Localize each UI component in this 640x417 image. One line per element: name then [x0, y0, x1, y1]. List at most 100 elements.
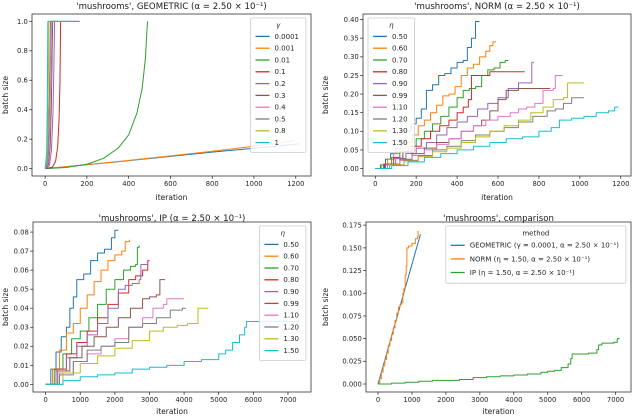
series-IP (η = 1.50, α = 2.50 × 10⁻¹) [378, 337, 620, 385]
y-tick-label: 0.15 [344, 109, 359, 117]
series-1.10 [375, 74, 563, 170]
x-tick-label: 800 [206, 180, 219, 188]
y-tick-label: 0.00 [14, 381, 29, 389]
x-tick-label: 1000 [403, 396, 420, 404]
legend-label: 1.30 [283, 335, 299, 343]
panel-ip: 0 1000 2000 3000 4000 5000 6000 7000 0.00 0.01 0.0… [0, 208, 320, 417]
legend: η 0.50 0.60 0.70 0.80 0.90 0.99 1.10 1.20 1.30 1.5… [367, 17, 415, 153]
panel-comparison: 0 1000 2000 3000 4000 5000 6000 7000 0.000 0.025 0… [320, 208, 640, 417]
y-tick-label: 1.0 [17, 18, 28, 26]
x-tick-label: 5000 [210, 396, 227, 404]
x-tick-label: 7000 [279, 396, 296, 404]
legend-label: 0.80 [392, 68, 408, 76]
x-tick-label: 0 [43, 180, 47, 188]
y-axis-label: batch size [321, 75, 330, 115]
legend-label: 0.8 [275, 127, 286, 135]
series-group [44, 20, 299, 170]
series-0.60 [45, 239, 130, 385]
legend-title: γ [276, 22, 281, 30]
series-0.90 [375, 61, 534, 170]
legend-label: 0.50 [283, 241, 299, 249]
y-tick-label: 0.050 [342, 335, 361, 343]
chart-title: 'mushrooms', NORM (α = 2.50 × 10⁻¹) [414, 2, 580, 12]
panel-norm: 0 200 400 600 800 1000 1200 0.00 0.05 0.10 0.15 0.2… [320, 0, 640, 208]
y-tick-label: 0.150 [342, 244, 361, 252]
x-tick-label: 600 [164, 180, 177, 188]
series-group [45, 229, 299, 385]
y-tick-label: 0.05 [344, 146, 359, 154]
y-axis-label: batch size [1, 287, 10, 327]
legend-label: 0.60 [392, 45, 408, 53]
chart-title: 'mushrooms', IP (α = 2.50 × 10⁻¹) [98, 214, 246, 224]
y-tick-label: 0.03 [14, 324, 29, 332]
x-tick-label: 0 [373, 180, 377, 188]
chart-geometric-plot: 0 200 400 600 800 1000 1200 0.0 0.2 0.4 0.6 0.8 1.0 γ… [17, 13, 312, 188]
y-axis: 0.00 0.05 0.10 0.15 0.20 0.25 0.30 0.35 0.40 [344, 16, 363, 173]
y-axis: 0.000 0.025 0.050 0.075 0.100 0.125 0.150 0.175 [342, 222, 366, 388]
series-1.30 [375, 82, 584, 170]
legend-label: 1.20 [283, 323, 299, 331]
legend-label: 0.90 [283, 288, 299, 296]
x-axis-label: iteration [481, 193, 513, 202]
legend-label: 0.0001 [275, 33, 300, 41]
legend-label: 0.80 [283, 276, 299, 284]
y-tick-label: 0.00 [344, 165, 359, 173]
y-tick-label: 0.25 [344, 72, 359, 80]
x-tick-label: 200 [410, 180, 423, 188]
x-tick-label: 400 [122, 180, 135, 188]
y-tick-label: 0.100 [342, 290, 361, 298]
series-0.60 [375, 41, 496, 170]
x-tick-label: 0 [43, 396, 47, 404]
series-0.1 [45, 20, 80, 170]
y-tick-label: 0.02 [14, 343, 29, 351]
x-tick-label: 5000 [539, 396, 556, 404]
x-tick-label: 3000 [141, 396, 158, 404]
x-tick-label: 2000 [437, 396, 454, 404]
panel-geometric: 0 200 400 600 800 1000 1200 0.0 0.2 0.4 0.6 0.8 1.0 γ… [0, 0, 320, 208]
x-tick-label: 6000 [573, 396, 590, 404]
y-tick-label: 0.08 [14, 228, 29, 236]
x-tick-label: 4000 [175, 396, 192, 404]
series-0.01 [45, 21, 148, 170]
x-tick-label: 0 [376, 396, 380, 404]
y-tick-label: 0.4 [17, 106, 28, 114]
legend-label: 0.60 [283, 253, 299, 261]
legend-title: method [522, 230, 549, 238]
x-tick-label: 7000 [607, 396, 624, 404]
x-axis-label: iteration [156, 407, 188, 416]
series-0.50 [45, 229, 119, 385]
y-tick-label: 0.30 [344, 53, 359, 61]
legend-label: 1.10 [392, 104, 408, 112]
x-tick-label: 1200 [612, 180, 629, 188]
y-axis-label: batch size [321, 287, 330, 327]
chart-ip-plot: 0 1000 2000 3000 4000 5000 6000 70000.000.010.0… [14, 221, 312, 404]
y-axis-label: batch size [1, 75, 10, 115]
legend-label: NORM (η = 1.50, α = 2.50 × 10⁻¹) [470, 255, 591, 263]
series-group [375, 20, 619, 170]
y-tick-label: 0.07 [14, 248, 29, 256]
x-tick-label: 400 [451, 180, 464, 188]
x-axis-label: iteration [155, 193, 188, 202]
x-tick-label: 1000 [571, 180, 588, 188]
y-tick-label: 0.025 [342, 358, 361, 366]
x-axis: 0 1000 2000 3000 4000 5000 6000 7000 [43, 392, 297, 404]
chart-norm-plot: 0 200 400 600 800 1000 1200 0.00 0.05 0.10 0.15 0.2… [344, 13, 632, 188]
legend-label: 0.50 [392, 33, 408, 41]
chart-title: 'mushrooms', comparison [443, 214, 554, 224]
chart-title: 'mushrooms', GEOMETRIC (α = 2.50 × 10⁻¹) [76, 2, 267, 12]
y-tick-label: 0.40 [344, 16, 359, 24]
x-axis: 0 200 400 600 800 1000 1200 [373, 176, 629, 188]
legend-label: 0.01 [275, 56, 291, 64]
y-tick-label: 0.125 [342, 267, 361, 275]
y-tick-label: 0.20 [344, 90, 359, 98]
axes-box [362, 13, 632, 177]
series-1.50 [45, 319, 299, 385]
x-tick-label: 4000 [505, 396, 522, 404]
y-tick-label: 0.075 [342, 312, 361, 320]
legend-label: 1.50 [392, 139, 408, 147]
x-tick-label: 200 [80, 180, 93, 188]
series-0.99 [45, 279, 166, 385]
legend-label: 0.99 [283, 300, 299, 308]
legend: method GEOMETRIC (γ = 0.0001, α = 2.50 × … [445, 225, 627, 284]
